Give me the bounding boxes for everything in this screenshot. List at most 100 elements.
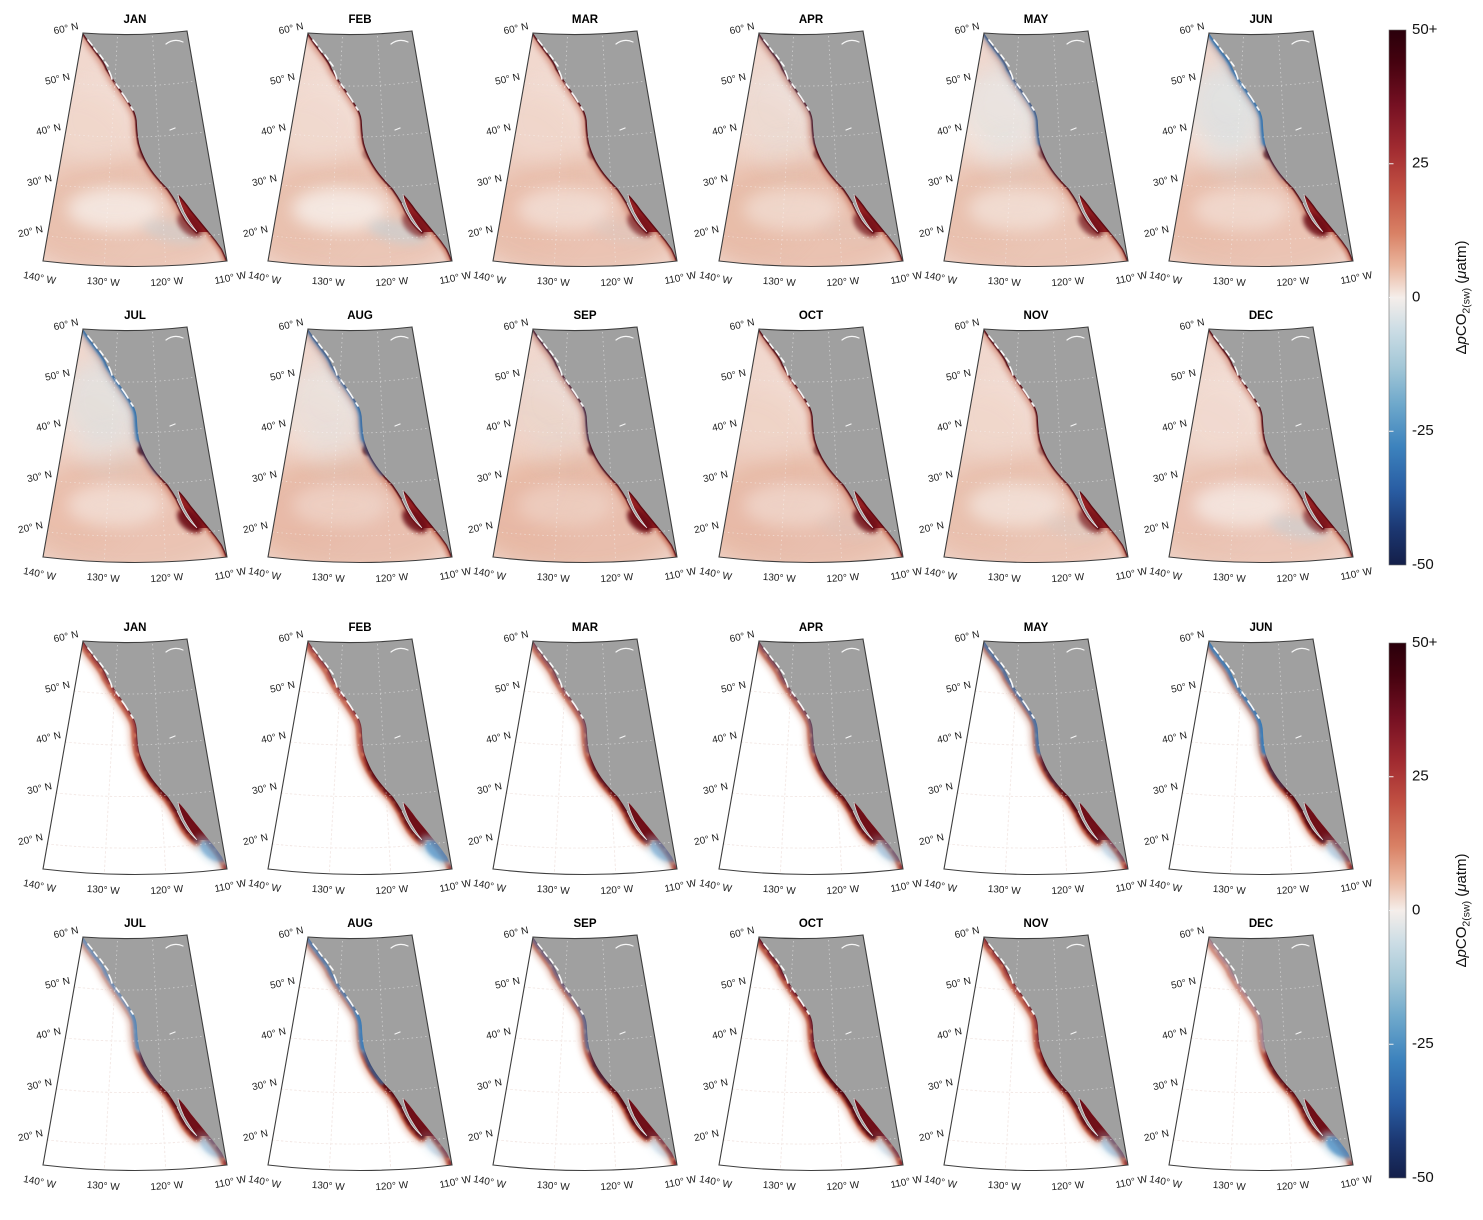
lat-tick-label: 40° N [711,730,738,746]
lon-tick-label: 120° W [150,572,184,585]
lat-tick-label: 30° N [26,1077,53,1093]
ocean-feature [1193,483,1289,527]
panel-title: OCT [799,310,823,322]
lon-tick-label: 140° W [1148,1174,1183,1191]
gulf-of-california [178,802,209,840]
ocean-feature [719,385,821,555]
lat-tick-label: 20° N [693,224,720,240]
lat-tick-label: 20° N [1143,520,1170,536]
gulf-of-california [1304,802,1335,840]
lon-tick-label: 140° W [472,566,507,583]
lat-tick-label: 30° N [1152,781,1179,797]
map-frame [492,326,678,564]
lat-tick-label: 50° N [44,72,71,88]
colorbar-tick-label: 25 [1412,768,1429,785]
lat-tick-label: 60° N [1179,925,1206,941]
ocean-feature [1100,1136,1128,1158]
inland-lakes [615,335,634,427]
lat-tick-label: 30° N [26,781,53,797]
map-panel-coastal-may: MAY 60° N 50° N 40° N 30° N 20° N 140° W 130° W… [918,622,1149,897]
baja-peninsula-outline [176,801,198,841]
map-frame [267,326,453,564]
lat-tick-label: 20° N [467,1128,494,1144]
land-shape [984,31,1128,261]
map-frame [42,326,228,564]
colorbar-tick-label: 50+ [1412,634,1438,651]
lat-tick-label: 60° N [729,925,756,941]
map-land-layer [47,31,227,266]
lat-tick-label: 40° N [1161,730,1188,746]
map-panel-full-field-dec: DEC 60° N 50° N 40° N 30° N 20° N 140° W 130° W… [1143,310,1374,585]
lat-tick-label: 20° N [17,224,44,240]
map-land-layer [723,31,903,266]
inland-lakes [165,39,184,131]
land-shape [83,639,227,869]
lat-tick-label: 50° N [945,976,972,992]
lon-tick-label: 130° W [311,1180,345,1193]
map-land-layer [272,327,452,562]
lat-tick-label: 60° N [278,317,305,333]
lat-tick-label: 50° N [945,72,972,88]
panel-title: AUG [347,310,373,322]
map-panel-full-field-oct: OCT 60° N 50° N 40° N 30° N 20° N 140° W 130° W… [693,310,924,585]
map-frame [42,934,228,1172]
lon-tick-label: 140° W [247,878,282,895]
map-land-layer [723,935,903,1170]
baja-peninsula-outline [1077,1097,1099,1137]
gulf-of-california [403,802,434,840]
lat-tick-label: 40° N [711,122,738,138]
gulf-of-california [1079,802,1110,840]
coastal-islands [87,39,134,111]
lat-tick-label: 20° N [1143,1128,1170,1144]
lat-tick-label: 50° N [44,680,71,696]
ocean-feature [649,1136,677,1158]
lat-tick-label: 30° N [927,173,954,189]
ocean-feature [756,130,820,182]
map-frame [1168,30,1354,268]
lon-tick-label: 120° W [150,884,184,897]
lat-tick-label: 60° N [53,21,80,37]
coastal-islands [763,39,810,111]
lat-tick-label: 40° N [936,730,963,746]
inland-lakes [390,943,409,1035]
map-panel-full-field-may: MAY 60° N 50° N 40° N 30° N 20° N 140° W 130° W… [918,14,1149,289]
lon-tick-label: 110° W [1340,1174,1374,1191]
baja-peninsula-outline [626,193,648,233]
lat-tick-label: 20° N [467,224,494,240]
baja-peninsula-outline [1302,193,1324,233]
colorbar-tick-label: 50+ [1412,21,1438,38]
colorbar-tick-label: -25 [1412,422,1434,439]
lon-tick-label: 120° W [1276,572,1310,585]
lon-tick-label: 140° W [923,566,958,583]
lon-tick-label: 120° W [375,276,409,289]
lat-tick-label: 50° N [720,680,747,696]
map-land-layer [272,31,452,266]
ocean-feature [1100,840,1128,862]
lon-tick-label: 120° W [826,276,860,289]
ocean-feature [875,1136,903,1158]
lat-tick-label: 60° N [954,21,981,37]
colorbar: 50+ 25 0 -25 -50 ΔpCO2(sw) (μatm) [1388,634,1473,1186]
lat-tick-label: 60° N [503,317,530,333]
inland-lakes [390,335,409,427]
lat-tick-label: 20° N [242,832,269,848]
lat-tick-label: 30° N [251,1077,278,1093]
lon-tick-label: 130° W [1212,1180,1246,1193]
ocean-feature [517,483,613,527]
land-shape [308,639,452,869]
lat-tick-label: 50° N [720,368,747,384]
lon-tick-label: 140° W [1148,566,1183,583]
lon-tick-label: 140° W [472,878,507,895]
land-shape [1209,31,1353,261]
baja-peninsula-outline [1077,193,1099,233]
lat-tick-label: 50° N [1170,976,1197,992]
lon-tick-label: 140° W [472,270,507,287]
panel-title: JUL [124,918,146,930]
panel-title: JUN [1249,14,1272,26]
ocean-feature [1325,1136,1353,1158]
inland-lakes [390,39,409,131]
lat-tick-label: 30° N [251,173,278,189]
lat-tick-label: 20° N [693,832,720,848]
land-shape [1209,935,1353,1165]
land-shape [533,935,677,1165]
